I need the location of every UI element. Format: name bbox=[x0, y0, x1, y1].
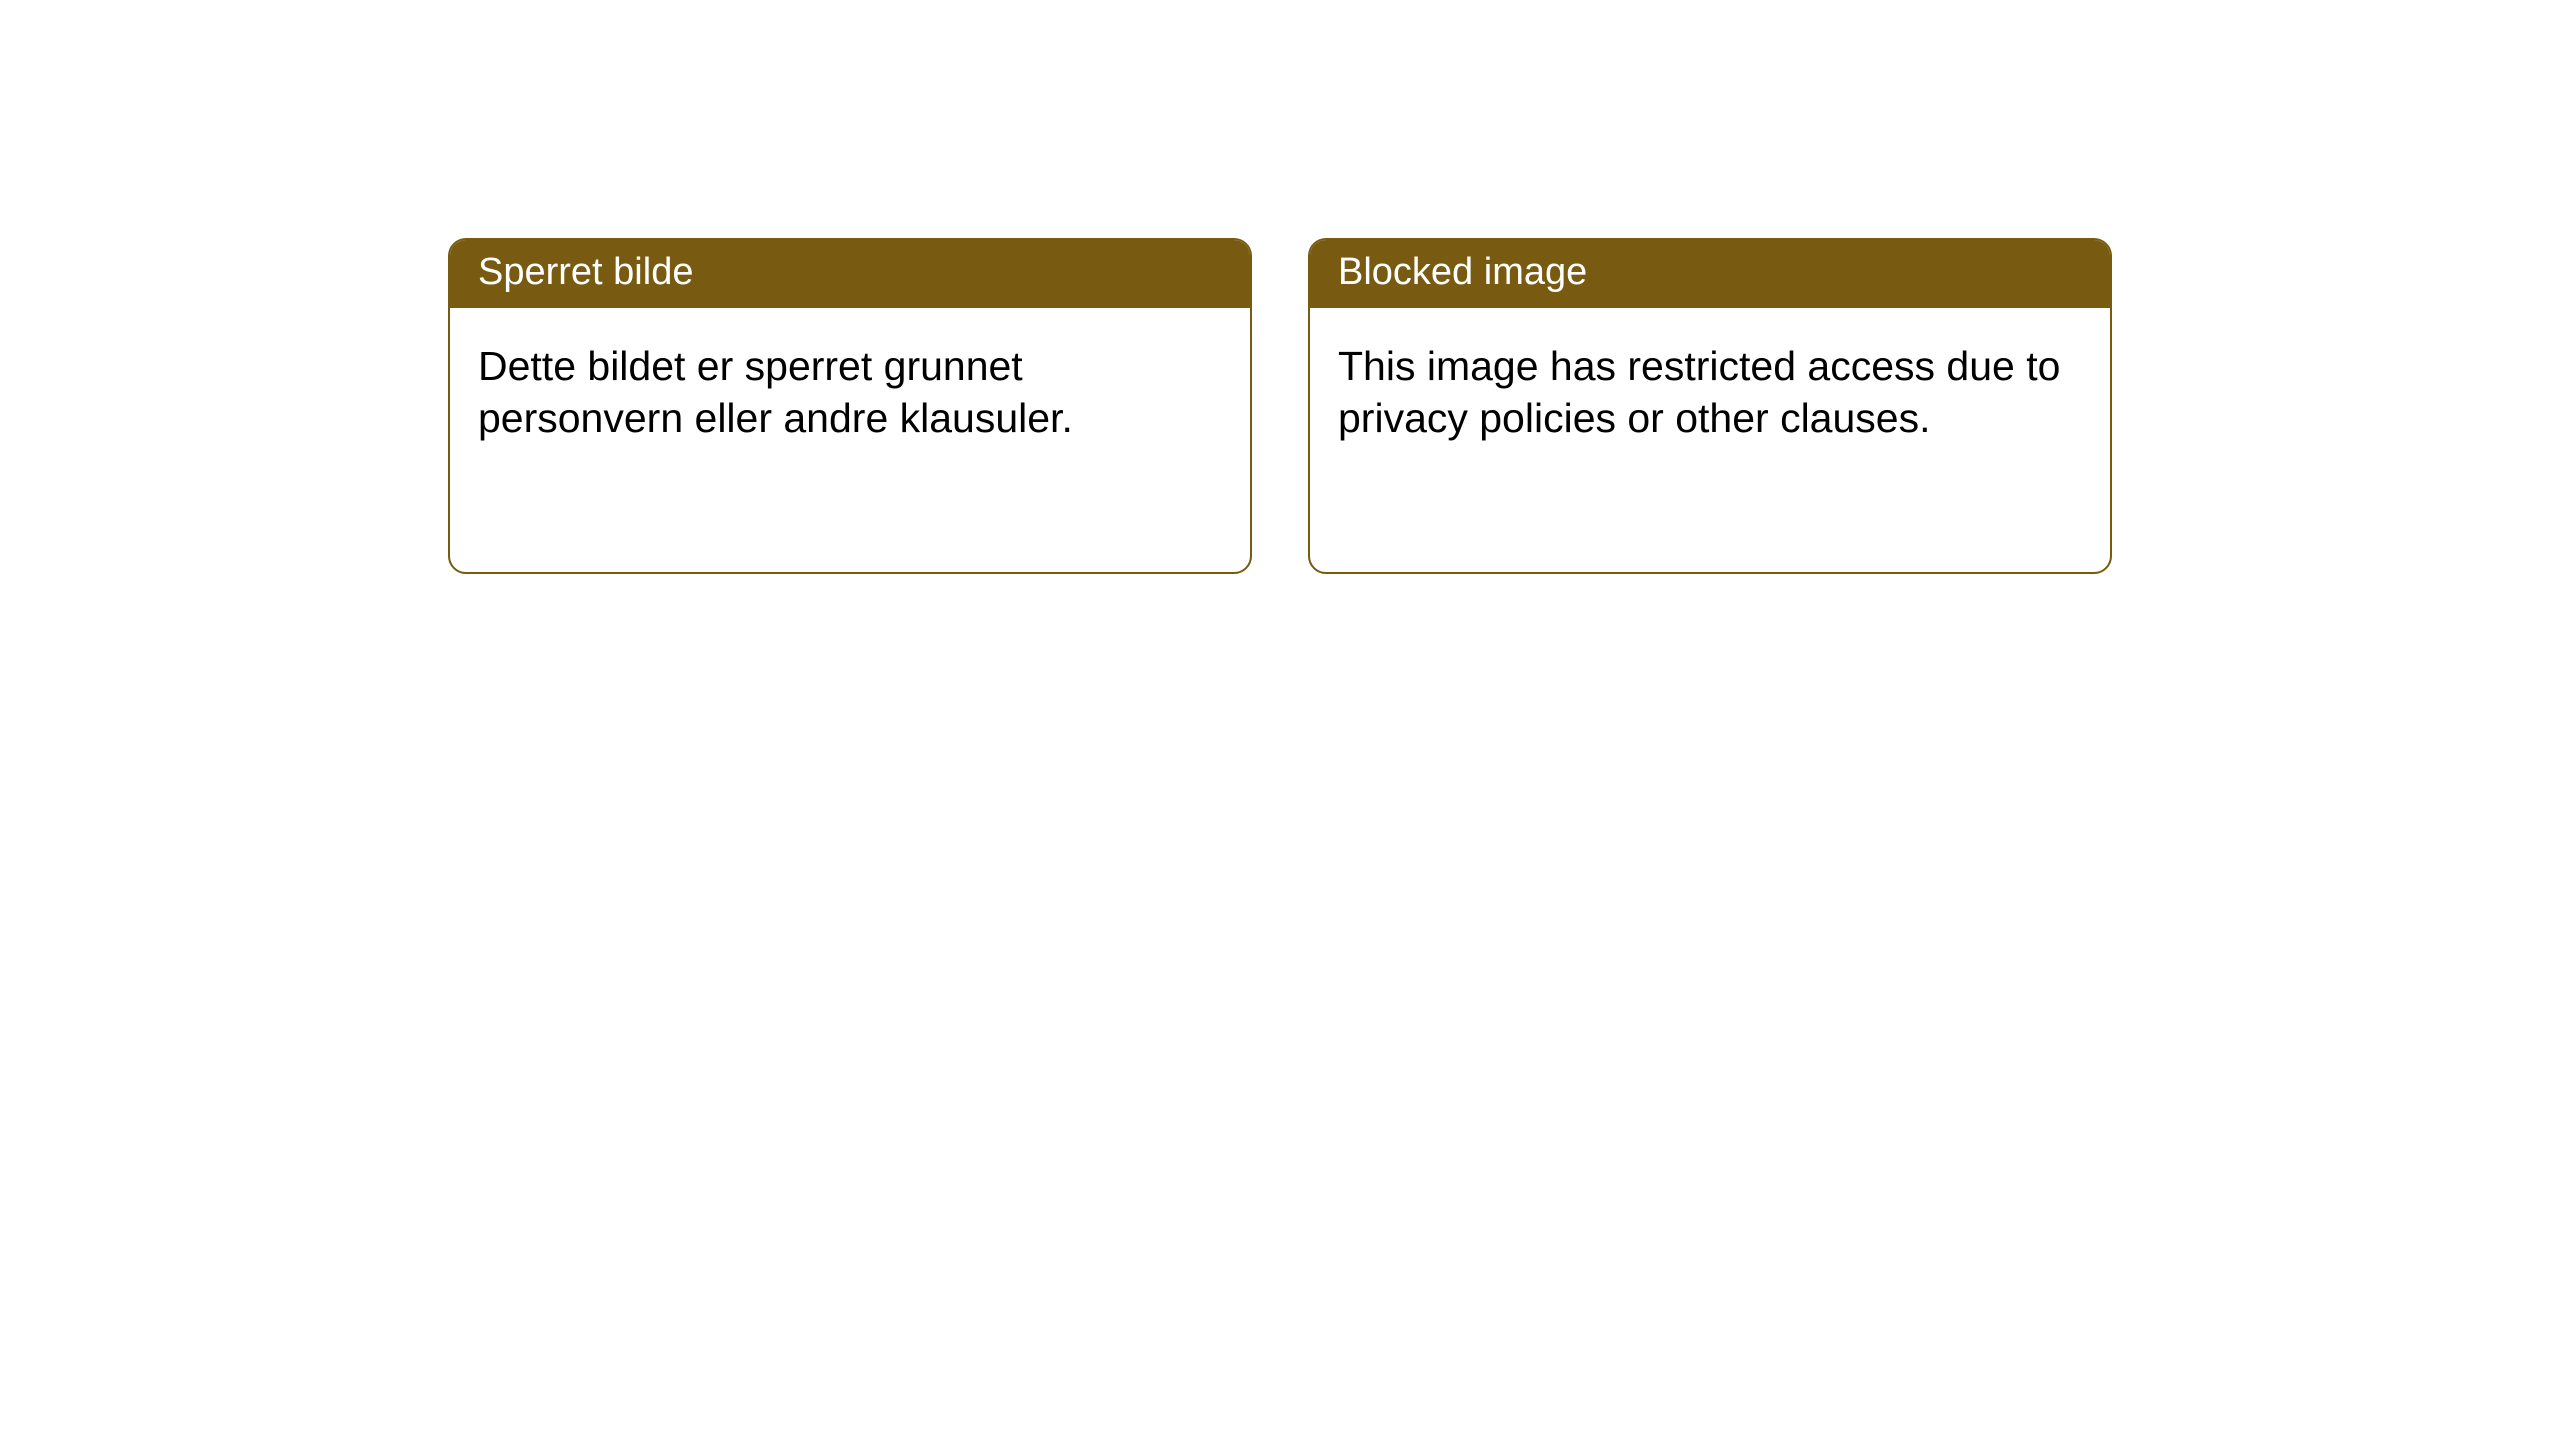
card-body-text-no: Dette bildet er sperret grunnet personve… bbox=[478, 343, 1073, 441]
blocked-image-card-en: Blocked image This image has restricted … bbox=[1308, 238, 2112, 574]
card-body-en: This image has restricted access due to … bbox=[1310, 308, 2110, 477]
cards-container: Sperret bilde Dette bildet er sperret gr… bbox=[0, 0, 2560, 574]
card-title-no: Sperret bilde bbox=[478, 251, 693, 293]
card-header-en: Blocked image bbox=[1310, 240, 2110, 308]
card-body-text-en: This image has restricted access due to … bbox=[1338, 343, 2060, 441]
blocked-image-card-no: Sperret bilde Dette bildet er sperret gr… bbox=[448, 238, 1252, 574]
card-body-no: Dette bildet er sperret grunnet personve… bbox=[450, 308, 1250, 477]
card-title-en: Blocked image bbox=[1338, 251, 1587, 293]
card-header-no: Sperret bilde bbox=[450, 240, 1250, 308]
